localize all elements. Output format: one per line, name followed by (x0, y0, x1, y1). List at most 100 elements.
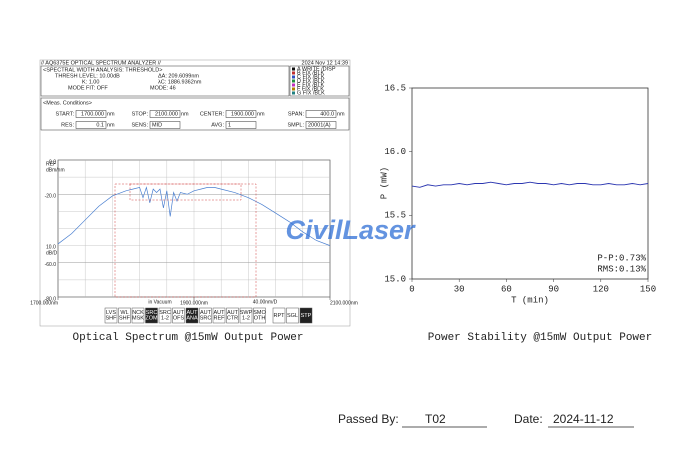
spectrum-annotation: dBm/nm (46, 167, 65, 173)
meas-value: MID (152, 122, 162, 128)
meas-label: STOP: (132, 111, 149, 117)
trace-swatch (292, 75, 295, 79)
trace-entry: F FIX /BLK (297, 86, 324, 92)
meas-value: 1 (228, 122, 231, 128)
delta: ΔA: 209.6099nm (158, 73, 199, 79)
osa-datetime: 2024 Nov 12 14:39 (302, 60, 348, 66)
threshold-marker (129, 183, 242, 201)
trace-swatch (292, 67, 295, 71)
trace-box (289, 65, 350, 97)
spectrum-annotation: dB/D (46, 250, 58, 256)
meas-field (305, 121, 337, 129)
softkey (226, 307, 239, 324)
softkey-label: SMO (253, 310, 266, 316)
softkey-label: AUT (227, 310, 239, 316)
meas-value: 400.0 (320, 111, 334, 117)
y-tick-label: 16.5 (384, 83, 406, 93)
x-tick-label: 60 (501, 284, 512, 294)
meas-field (149, 110, 181, 118)
x-tick-label: 2100.000nm (330, 300, 358, 306)
softkey (118, 307, 131, 324)
passed-label: Passed By: (338, 412, 399, 426)
trace-entry: D FIX /BLK (297, 78, 325, 84)
meas-field (305, 110, 337, 118)
meas-box (40, 97, 350, 131)
trace-swatch (292, 79, 295, 83)
softkey-label: SWP (240, 310, 253, 316)
softkey (158, 307, 172, 324)
softkey-label: SRC (159, 310, 171, 316)
trace-swatch (292, 71, 295, 75)
trace-swatch (292, 83, 295, 87)
k-value: K: 1.00 (82, 79, 99, 85)
thresh: THRESH LEVEL: 10.00dB (55, 73, 120, 79)
x-tick-label: 90 (548, 284, 559, 294)
softkey-label: SGL (287, 313, 298, 319)
passed-value: T02 (425, 412, 446, 426)
trace-entry: G FIX /BLK (297, 90, 325, 96)
spectrum-annotation: in Vacuum (148, 299, 171, 305)
meas-label: START: (56, 111, 75, 117)
softkey-label: 1-2 (242, 315, 250, 321)
y-tick-label: -20.0 (45, 194, 57, 200)
mode-fit: MODE FIT: OFF (68, 85, 108, 91)
softkey-label: SHF (119, 315, 131, 321)
osa-model: // AQ6375E OPTICAL SPECTRUM ANALYZER // (41, 60, 161, 66)
x-tick-label: 1700.000nm (30, 300, 58, 306)
softkey-label: SRC (146, 310, 158, 316)
meas-unit: nm (107, 111, 115, 117)
x-tick-label: 30 (454, 284, 465, 294)
meas-label: CENTER: (200, 111, 225, 117)
softkey (185, 307, 199, 324)
softkey-label: SHF (106, 315, 118, 321)
spectrum-annotation: 10.0 (46, 244, 56, 250)
softkey-label: AUT (187, 310, 199, 316)
stability-chart: 15.0 15.5 16.0 16.5 0 30 60 90 120 150 Power Stabi… (379, 83, 656, 344)
mode: MODE: 46 (150, 85, 176, 91)
meas-value: 2100.000 (155, 111, 178, 117)
y-axis-label: P (mW) (379, 167, 389, 199)
y-tick-label: -80.0 (45, 296, 57, 302)
softkey (272, 307, 286, 324)
meas-conditions: START: 1700.000 nm STOP: 2100.000 nm CENTER: 19… (56, 110, 345, 129)
softkey-label: AUT (200, 310, 212, 316)
softkeys: LVSSHFWLSHFNCKMSKSRCZOMSRC1-2AUTOFSAUTAN… (104, 307, 313, 324)
x-tick-label: 1900.000nm (180, 300, 208, 306)
softkey-label: MSK (132, 315, 144, 321)
x-axis-label: T (min) (511, 295, 549, 305)
softkey-label: OTH (254, 315, 266, 321)
meas-label: RES: (61, 122, 74, 128)
trace-entry: A WRITE /DISP (297, 66, 336, 72)
analysis-title: <SPECTRAL WIDTH ANALYSIS: THRESHOLD> (43, 67, 162, 73)
x-tick-label: 0 (409, 284, 414, 294)
meas-unit: nm (337, 111, 345, 117)
softkey (286, 307, 299, 324)
plot-frame (411, 87, 649, 280)
analysis-box (40, 65, 290, 97)
softkey-label: REF (214, 315, 226, 321)
softkey-label: AUT (214, 310, 226, 316)
meas-label: AVG: (211, 122, 224, 128)
meas-field (225, 121, 257, 129)
y-tick-label: 15.5 (384, 211, 406, 221)
date-value: 2024-11-12 (553, 412, 614, 426)
threshold-marker (114, 183, 257, 298)
meas-field (75, 110, 107, 118)
x-tick-label: 120 (593, 284, 609, 294)
softkey (199, 307, 212, 324)
softkey (253, 307, 266, 324)
series-line (57, 186, 331, 246)
softkey-label: ZOM (145, 315, 158, 321)
meas-field (75, 121, 107, 129)
softkey-label: WL (120, 310, 128, 316)
trace-entry: E FIX /BLK (297, 82, 325, 88)
softkey-label: NCK (132, 310, 144, 316)
meas-title: <Meas. Conditions> (43, 100, 92, 106)
spectrum-annotation: 40.00nm/D (253, 299, 278, 305)
meas-value: 20001(A) (308, 122, 331, 128)
softkey-label: RPT (274, 313, 286, 319)
softkey (145, 307, 158, 324)
footer: Passed By: T02 Date: 2024-11-12 (338, 412, 634, 428)
trace-swatch (292, 91, 295, 95)
